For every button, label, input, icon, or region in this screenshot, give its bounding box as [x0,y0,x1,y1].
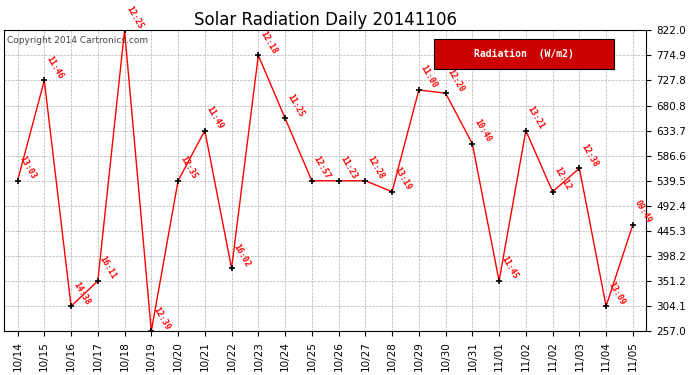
Text: 14:38: 14:38 [71,280,91,306]
Title: Solar Radiation Daily 20141106: Solar Radiation Daily 20141106 [194,11,457,29]
Text: 11:23: 11:23 [339,154,359,181]
Text: 11:25: 11:25 [285,92,306,118]
FancyBboxPatch shape [434,39,614,69]
Text: Radiation  (W/m2): Radiation (W/m2) [474,50,574,59]
Text: 12:25: 12:25 [125,4,145,30]
Text: 13:03: 13:03 [17,154,38,181]
Text: 16:11: 16:11 [98,255,118,281]
Text: 12:57: 12:57 [312,154,332,181]
Text: 11:00: 11:00 [419,64,439,90]
Text: 12:38: 12:38 [580,142,600,168]
Text: 09:49: 09:49 [633,199,653,225]
Text: 12:39: 12:39 [151,305,172,331]
Text: 12:12: 12:12 [553,165,573,192]
Text: 16:02: 16:02 [232,242,252,268]
Text: 11:49: 11:49 [205,105,225,130]
Text: 13:09: 13:09 [606,280,627,306]
Text: 11:46: 11:46 [44,54,65,81]
Text: 12:28: 12:28 [365,154,386,181]
Text: 13:21: 13:21 [526,105,546,130]
Text: 12:20: 12:20 [446,67,466,93]
Text: 11:45: 11:45 [499,255,520,281]
Text: 12:35: 12:35 [178,154,198,181]
Text: Copyright 2014 Cartronics.com: Copyright 2014 Cartronics.com [8,36,148,45]
Text: 13:19: 13:19 [392,165,413,192]
Text: 10:40: 10:40 [473,118,493,144]
Text: 12:18: 12:18 [258,29,279,56]
